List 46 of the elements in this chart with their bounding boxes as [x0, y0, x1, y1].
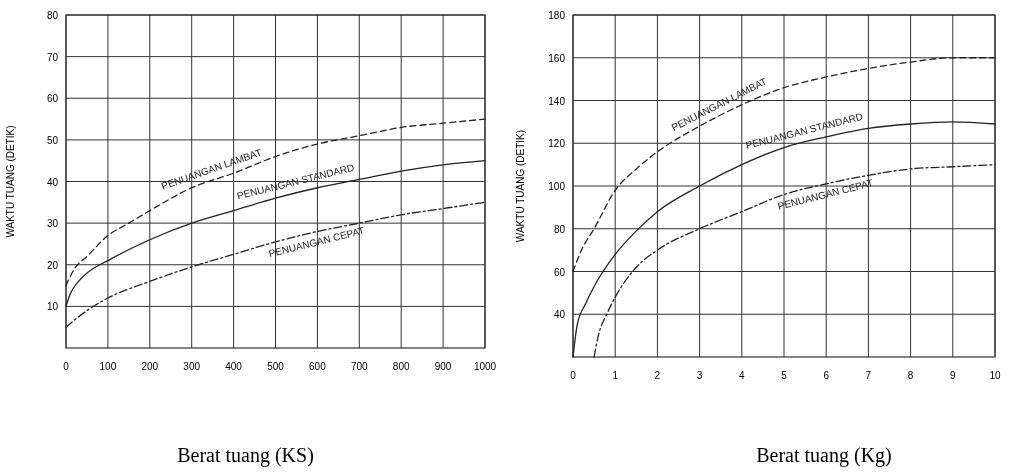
x-tick-label: 9 [950, 370, 957, 381]
line-series [65, 118, 486, 287]
x-tick-label: 10 [989, 370, 1001, 381]
y-tick-label: 80 [46, 10, 59, 21]
y-tick-label: 70 [46, 51, 59, 63]
x-tick-label: 600 [309, 361, 327, 372]
y-tick-label: 40 [46, 176, 59, 188]
x-tick-label: 100 [99, 361, 117, 372]
x-tick-label: 0 [63, 361, 70, 372]
y-tick-label: 60 [553, 266, 566, 278]
x-tick-label: 4 [739, 370, 746, 381]
x-tick-label: 500 [267, 361, 285, 372]
y-axis-title: WAKTU TUANG (DETIK) [515, 129, 526, 243]
y-tick-label: 140 [548, 95, 566, 107]
x-tick-label: 1 [612, 370, 619, 381]
x-tick-label: 2 [654, 370, 661, 381]
x-axis-title: Berat tuang (Kg) [756, 444, 892, 467]
y-tick-label: 50 [46, 134, 59, 146]
y-axis-title: WAKTU TUANG (DETIK) [5, 125, 16, 238]
line-series [572, 57, 996, 273]
y-tick-label: 120 [548, 138, 566, 150]
y-tick-label: 100 [548, 181, 566, 192]
x-tick-label: 0 [570, 370, 577, 381]
x-tick-label: 400 [225, 361, 243, 372]
x-tick-label: 8 [907, 370, 914, 381]
x-tick-label: 6 [823, 370, 830, 381]
x-tick-label: 300 [183, 361, 201, 372]
y-tick-label: 180 [548, 10, 566, 21]
x-tick-label: 900 [434, 361, 452, 372]
x-tick-label: 800 [392, 361, 410, 372]
y-tick-label: 160 [548, 52, 566, 64]
y-tick-label: 10 [46, 301, 59, 313]
line-series [65, 201, 486, 328]
y-tick-label: 80 [553, 223, 566, 235]
x-tick-label: 700 [350, 361, 369, 372]
x-tick-label: 5 [781, 370, 788, 381]
x-tick-label: 3 [696, 370, 703, 381]
x-tick-label: 7 [865, 370, 872, 381]
y-tick-label: 30 [46, 218, 59, 230]
y-tick-label: 60 [46, 93, 59, 105]
x-tick-label: 1000 [473, 361, 497, 372]
y-tick-label: 20 [46, 259, 59, 271]
x-axis-title: Berat tuang (KS) [177, 444, 314, 467]
y-tick-label: 40 [553, 309, 566, 321]
line-series [593, 163, 996, 358]
x-tick-label: 200 [141, 361, 159, 372]
